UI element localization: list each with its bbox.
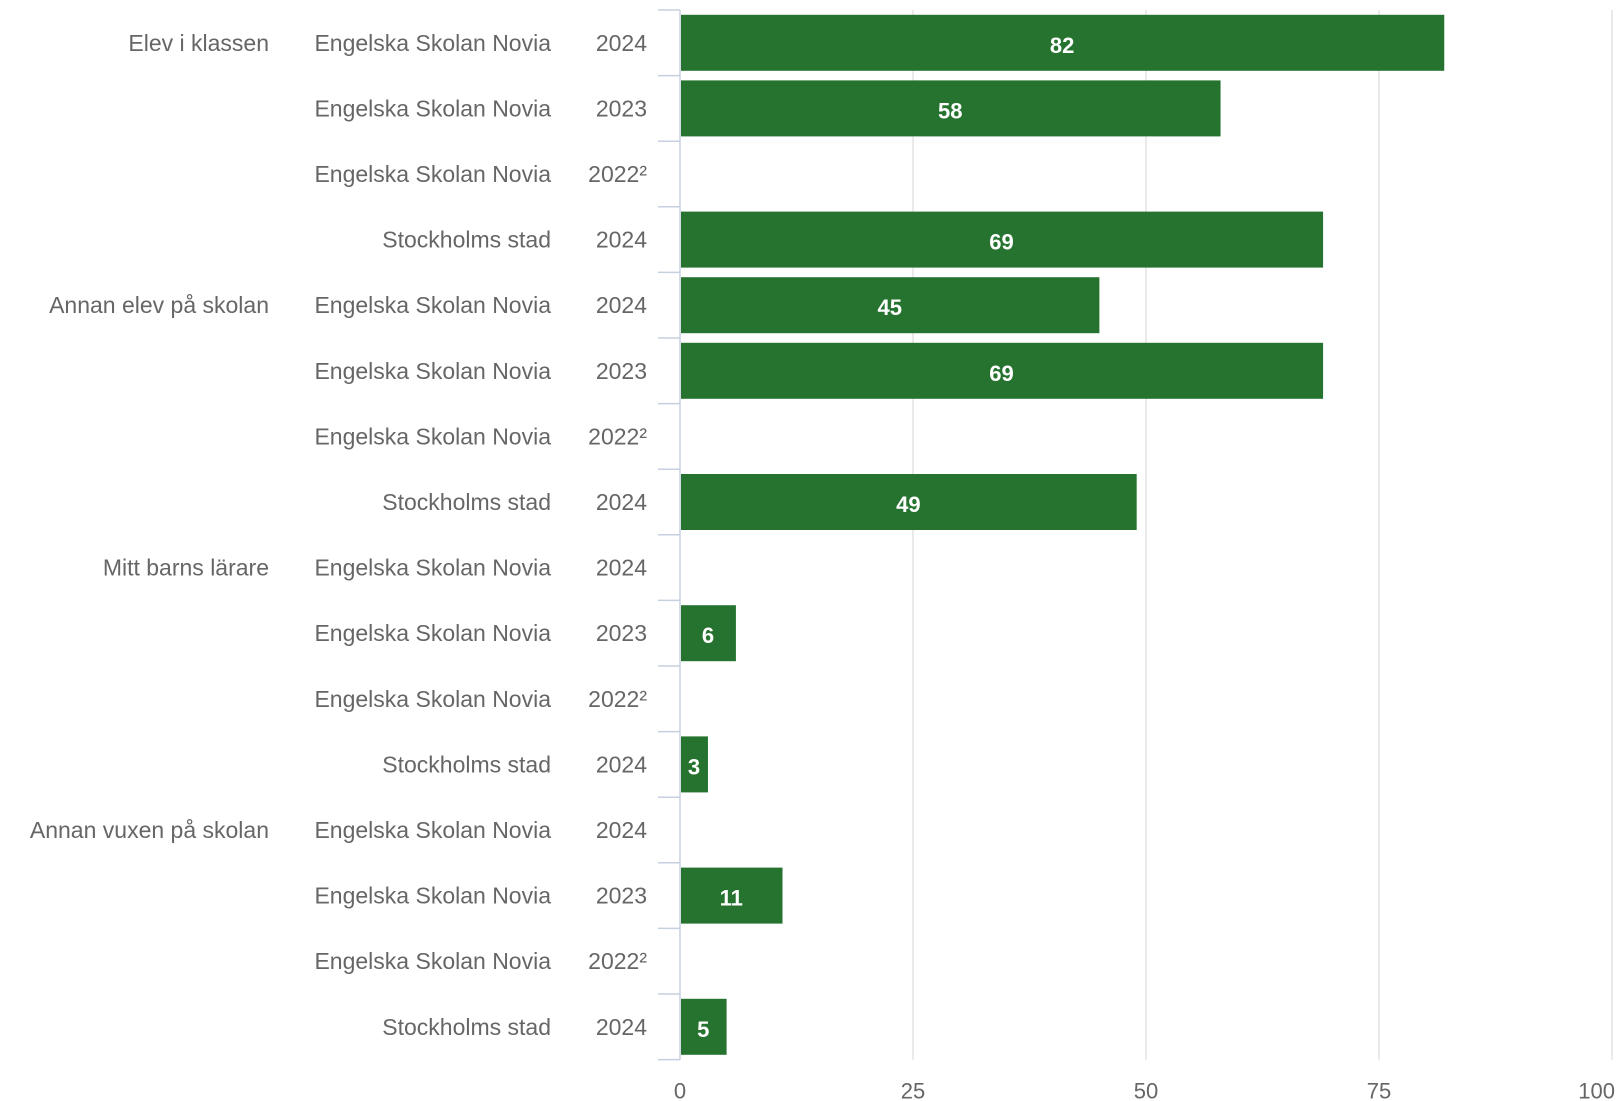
bars: 82 58 69 45 69 49 6 3 11 5 <box>681 14 1445 1055</box>
year-label: 2023 <box>596 95 647 121</box>
year-label: 2022² <box>588 423 647 449</box>
bar-value-label: 69 <box>989 361 1013 386</box>
bar-value-label: 49 <box>896 492 920 517</box>
grid-lines <box>912 10 1613 1060</box>
organisation-label: Stockholms stad <box>382 489 551 515</box>
x-tick-label: 75 <box>1367 1079 1391 1101</box>
bar-value-label: 82 <box>1050 33 1074 58</box>
bar <box>681 14 1445 71</box>
organisation-label: Engelska Skolan Novia <box>314 358 551 384</box>
group-label: Annan vuxen på skolan <box>30 817 269 843</box>
group-label: Mitt barns lärare <box>103 555 269 581</box>
year-label: 2024 <box>596 292 647 318</box>
organisation-label: Stockholms stad <box>382 751 551 777</box>
bar <box>681 277 1100 334</box>
organisation-label: Engelska Skolan Novia <box>314 555 551 581</box>
organisation-label: Engelska Skolan Novia <box>314 161 551 187</box>
bar-value-label: 45 <box>877 295 901 320</box>
year-label: 2024 <box>596 751 647 777</box>
bar-value-label: 6 <box>702 623 714 648</box>
year-label: 2023 <box>596 883 647 909</box>
organisation-label: Engelska Skolan Novia <box>314 30 551 56</box>
year-label: 2023 <box>596 358 647 384</box>
bar-value-label: 58 <box>938 98 962 123</box>
organisation-label: Engelska Skolan Novia <box>314 423 551 449</box>
year-label: 2024 <box>596 489 647 515</box>
year-label: 2024 <box>596 227 647 253</box>
organisation-label: Engelska Skolan Novia <box>314 948 551 974</box>
year-label: 2023 <box>596 620 647 646</box>
bar-value-label: 3 <box>688 754 700 779</box>
group-label: Elev i klassen <box>128 30 269 56</box>
bar <box>681 80 1221 137</box>
organisation-label: Stockholms stad <box>382 1014 551 1040</box>
x-axis-ticks: 0 25 50 75 100 <box>674 1079 1615 1101</box>
x-tick-label: 0 <box>674 1079 686 1101</box>
x-tick-label: 100 <box>1578 1079 1615 1101</box>
year-label: 2022² <box>588 686 647 712</box>
organisation-label: Engelska Skolan Novia <box>314 620 551 646</box>
year-label: 2024 <box>596 1014 647 1040</box>
bar <box>681 605 736 662</box>
year-label: 2022² <box>588 948 647 974</box>
bar <box>681 211 1324 268</box>
category-axis <box>658 9 681 1061</box>
bar <box>681 474 1137 530</box>
year-label: 2024 <box>596 817 647 843</box>
bar <box>681 867 783 924</box>
organisation-label: Engelska Skolan Novia <box>314 292 551 318</box>
x-tick-label: 25 <box>901 1079 925 1101</box>
organisation-label: Engelska Skolan Novia <box>314 883 551 909</box>
bar <box>681 342 1324 399</box>
bar-value-label: 5 <box>697 1017 709 1042</box>
organisation-label: Stockholms stad <box>382 227 551 253</box>
year-label: 2024 <box>596 30 647 56</box>
x-tick-label: 50 <box>1134 1079 1158 1101</box>
organisation-label: Engelska Skolan Novia <box>314 95 551 121</box>
bar-value-label: 11 <box>720 886 743 911</box>
year-label: 2022² <box>588 161 647 187</box>
organisation-label: Engelska Skolan Novia <box>314 686 551 712</box>
bar <box>681 998 727 1055</box>
organisation-label: Engelska Skolan Novia <box>314 817 551 843</box>
bar-value-label: 69 <box>989 230 1013 255</box>
group-label: Annan elev på skolan <box>49 292 269 318</box>
category-labels: 2024 Engelska Skolan Novia Elev i klassen 2… <box>30 30 647 1040</box>
year-label: 2024 <box>596 555 647 581</box>
bar <box>681 736 708 793</box>
